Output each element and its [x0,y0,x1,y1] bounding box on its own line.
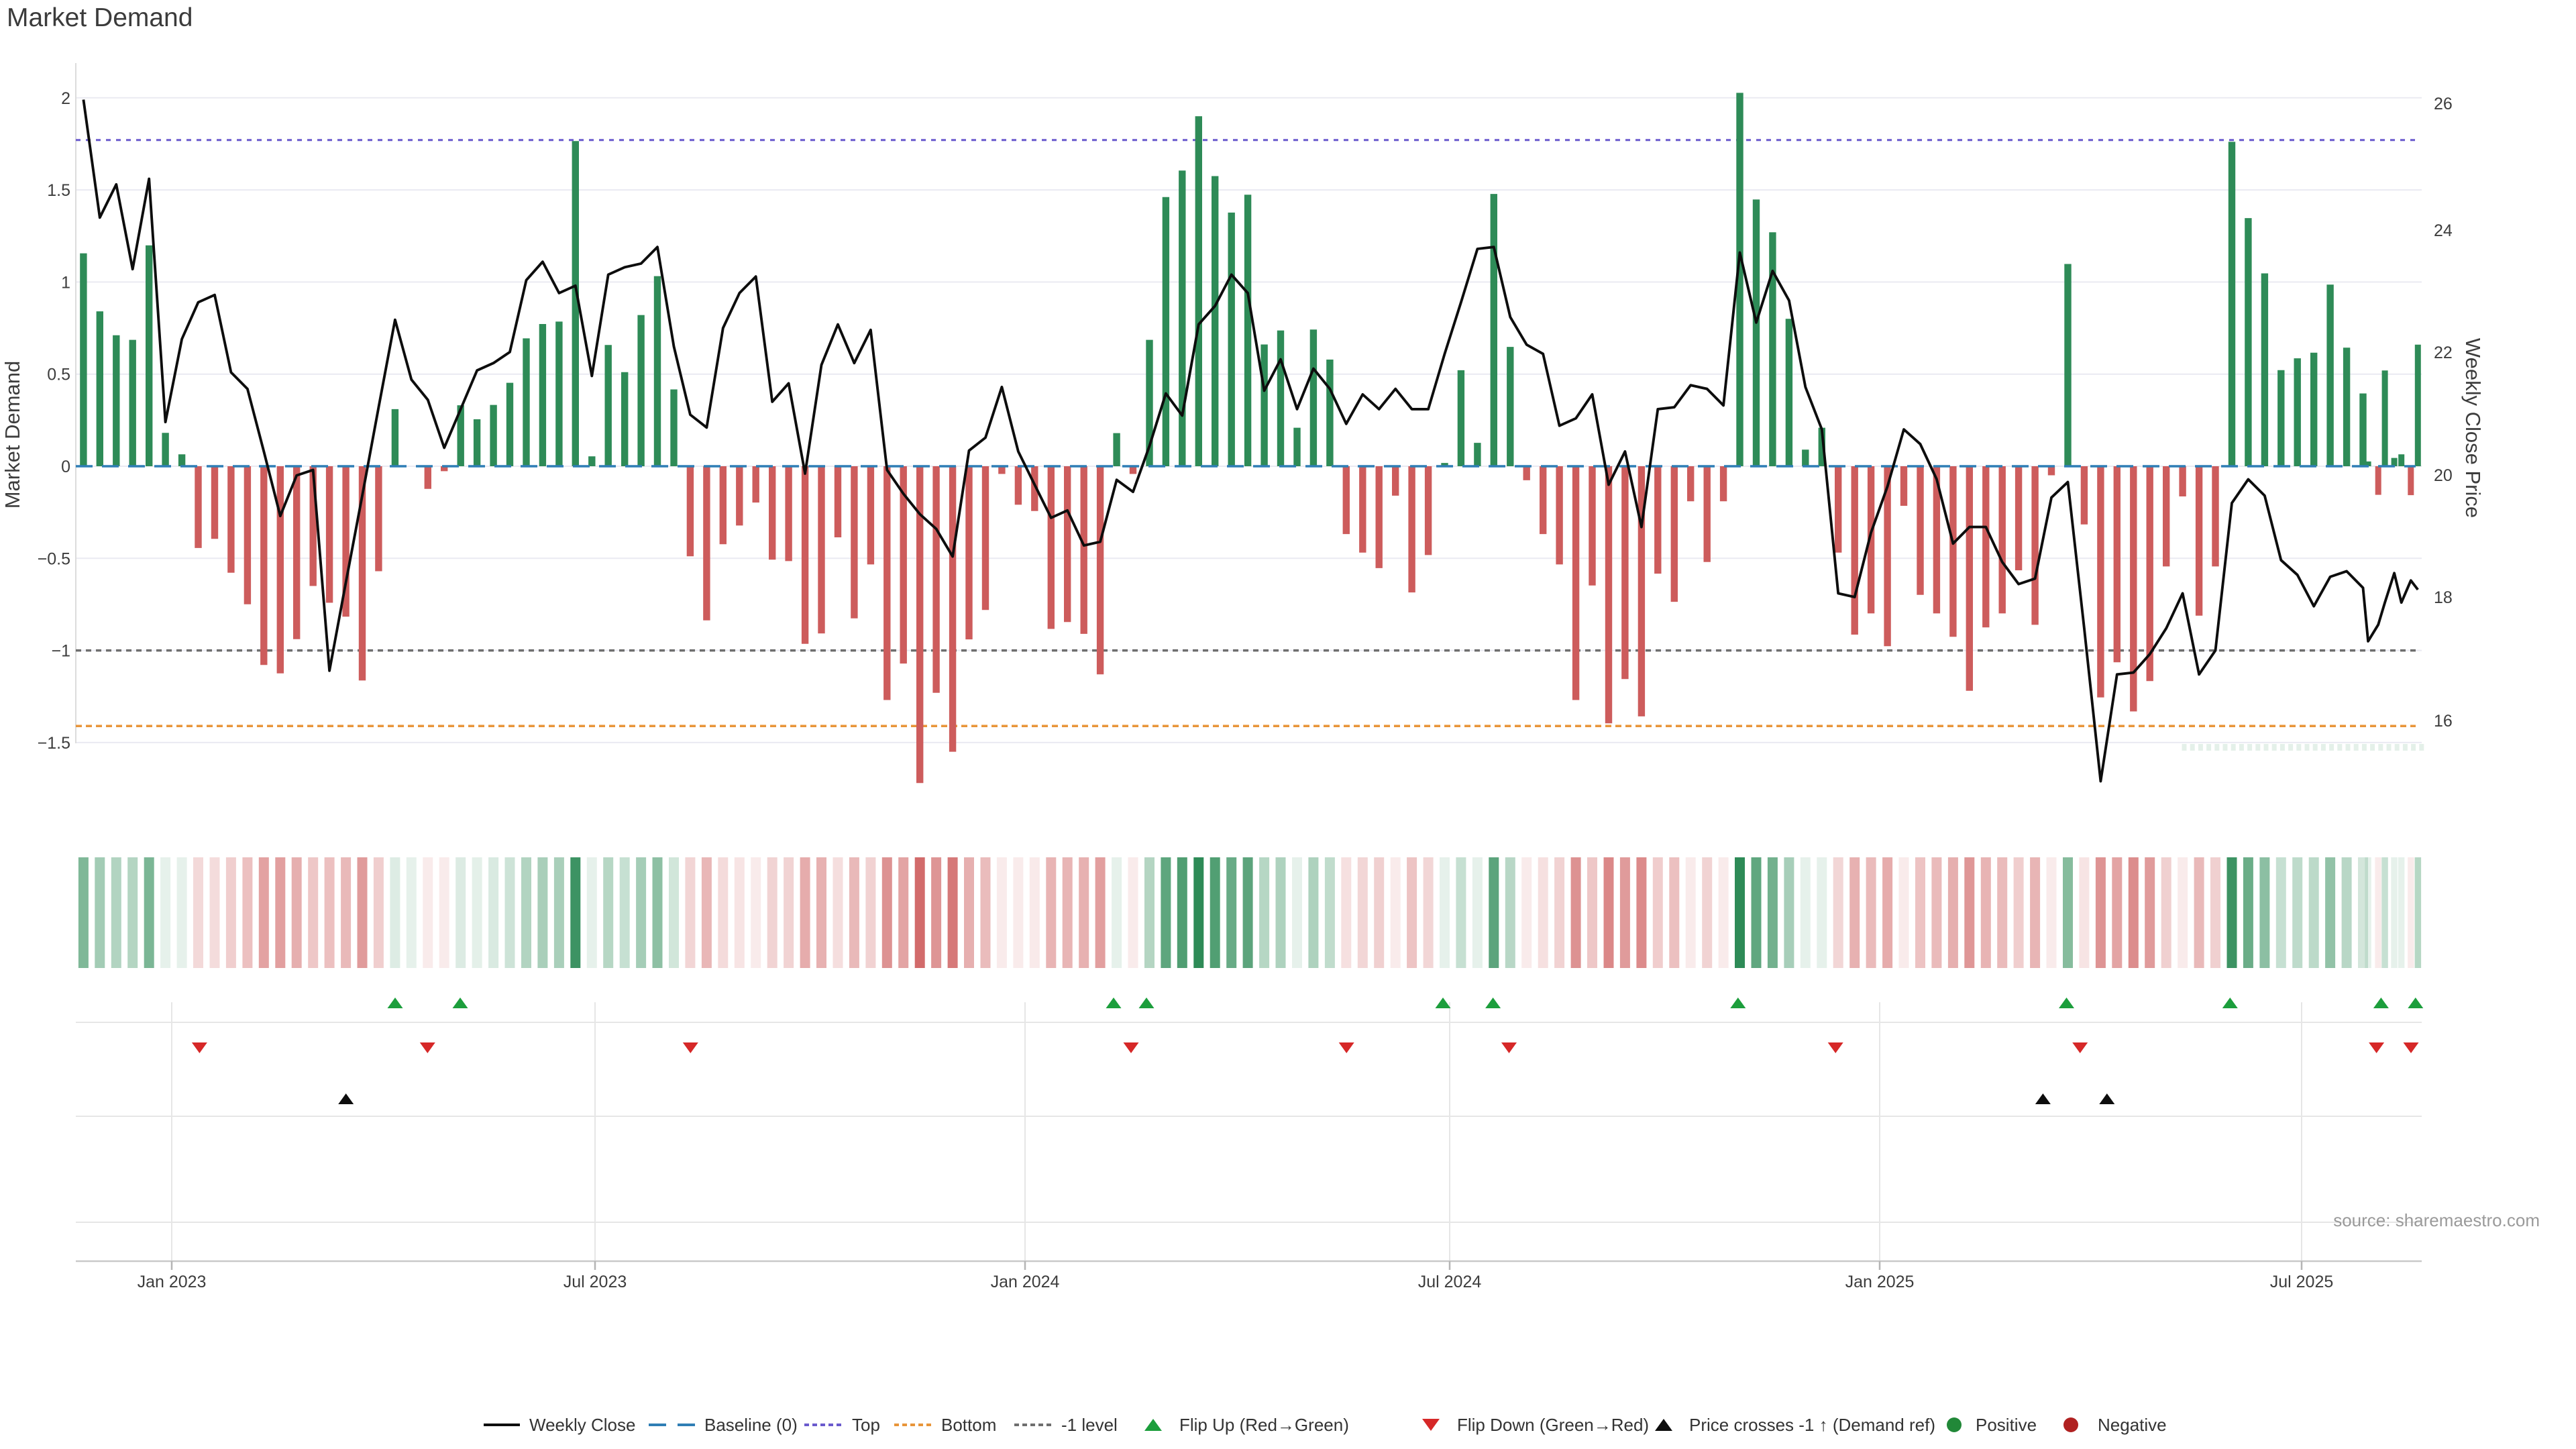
svg-text:Flip Up (Red→Green): Flip Up (Red→Green) [1179,1415,1349,1435]
svg-text:Weekly Close: Weekly Close [529,1415,635,1435]
svg-text:20: 20 [2434,466,2453,485]
svg-text:−1.5: −1.5 [38,734,70,753]
svg-text:Positive: Positive [1976,1415,2037,1435]
svg-text:Price crosses -1 ↑ (Demand ref: Price crosses -1 ↑ (Demand ref) [1689,1415,1935,1435]
svg-text:0: 0 [61,458,70,476]
svg-text:Negative: Negative [2098,1415,2167,1435]
svg-text:22: 22 [2434,343,2453,362]
svg-text:26: 26 [2434,95,2453,113]
svg-text:1.5: 1.5 [47,181,70,200]
svg-text:Jan 2025: Jan 2025 [1845,1273,1915,1291]
svg-text:−0.5: −0.5 [38,549,70,568]
svg-text:Market Demand: Market Demand [1,361,24,509]
svg-text:24: 24 [2434,221,2453,240]
svg-text:Jan 2023: Jan 2023 [138,1273,207,1291]
svg-text:source: sharemaestro.com: source: sharemaestro.com [2333,1210,2540,1230]
svg-text:18: 18 [2434,588,2453,607]
svg-text:Top: Top [852,1415,880,1435]
svg-text:-1 level: -1 level [1061,1415,1118,1435]
svg-text:Bottom: Bottom [941,1415,996,1435]
svg-text:1: 1 [61,273,70,292]
svg-text:0.5: 0.5 [47,366,70,384]
svg-text:Flip Down (Green→Red): Flip Down (Green→Red) [1457,1415,1649,1435]
svg-text:Jul 2023: Jul 2023 [564,1273,627,1291]
svg-text:Jan 2024: Jan 2024 [991,1273,1060,1291]
svg-text:Weekly Close Price: Weekly Close Price [2461,338,2485,518]
svg-text:Market Demand: Market Demand [7,3,193,32]
svg-text:−1: −1 [51,642,70,661]
svg-text:Jul 2024: Jul 2024 [1418,1273,1482,1291]
svg-text:Baseline (0): Baseline (0) [704,1415,798,1435]
svg-text:16: 16 [2434,712,2453,731]
svg-text:Jul 2025: Jul 2025 [2270,1273,2334,1291]
svg-text:2: 2 [61,89,70,108]
